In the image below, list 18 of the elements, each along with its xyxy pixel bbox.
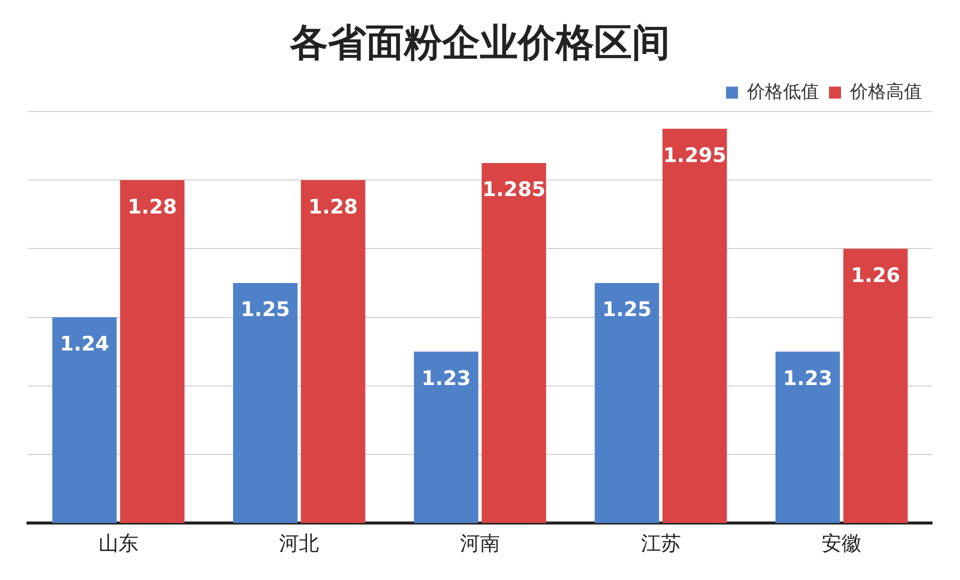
- x-tick-label: 安徽: [822, 531, 862, 556]
- data-label: 1.28: [128, 194, 177, 218]
- legend-label: 价格高值: [849, 81, 922, 102]
- x-tick-label: 山东: [98, 531, 138, 556]
- data-label: 1.23: [421, 366, 471, 390]
- data-label: 1.24: [60, 332, 110, 356]
- data-label: 1.28: [308, 194, 358, 218]
- data-label: 1.25: [240, 297, 290, 322]
- data-label: 1.285: [482, 177, 546, 202]
- chart-title: 各省面粉企业价格区间: [289, 20, 670, 65]
- data-label: 1.23: [783, 366, 832, 390]
- data-label: 1.25: [602, 297, 652, 322]
- x-tick-label: 河南: [460, 531, 500, 556]
- data-label: 1.26: [850, 262, 900, 287]
- legend-label: 价格低值: [746, 81, 819, 102]
- data-label: 1.295: [663, 142, 726, 167]
- x-tick-label: 江苏: [640, 531, 681, 556]
- x-tick-label: 河北: [279, 531, 320, 556]
